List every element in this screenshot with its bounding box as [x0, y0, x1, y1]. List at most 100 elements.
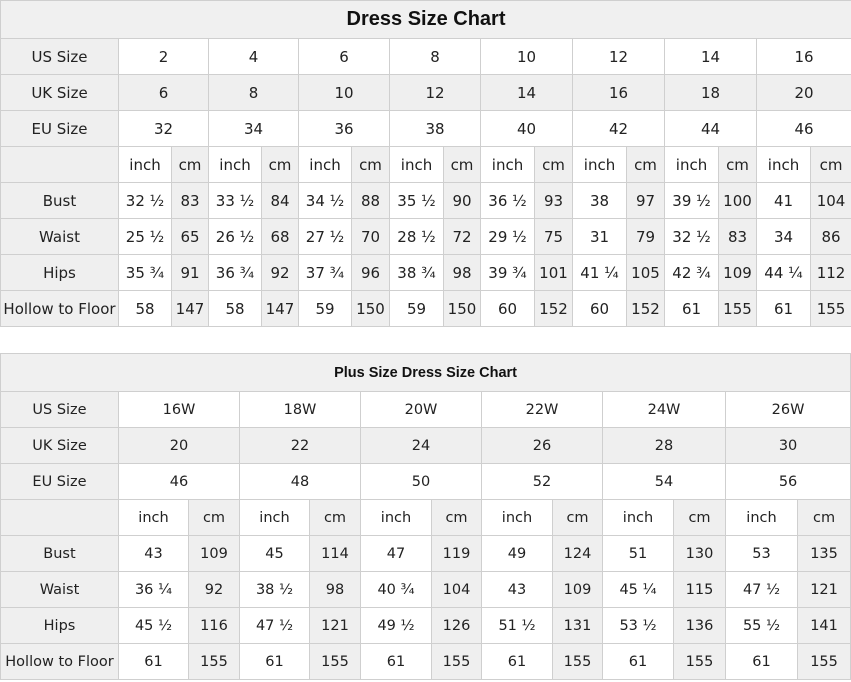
cm-value: 96 [351, 254, 390, 291]
inch-value: 60 [572, 290, 627, 327]
cm-value: 91 [171, 254, 209, 291]
eu-size-cell: 46 [118, 463, 240, 500]
row-label: UK Size [0, 427, 119, 464]
unit-cm-header: cm [188, 499, 240, 536]
measurement-row: Hollow to Floor 61 155 61 155 61 155 61 155 61 155… [0, 643, 851, 680]
inch-value: 38 [572, 182, 627, 219]
plus-size-dress-size-chart-table: Plus Size Dress Size Chart US Size 16W 18W 2… [0, 353, 851, 680]
row-label: Hollow to Floor [0, 643, 119, 680]
inch-value: 25 ½ [118, 218, 172, 255]
cm-value: 93 [534, 182, 573, 219]
inch-value: 41 ¼ [572, 254, 627, 291]
cm-value: 150 [351, 290, 390, 327]
row-label: US Size [0, 391, 119, 428]
inch-value: 41 [756, 182, 811, 219]
row-label: EU Size [0, 110, 119, 147]
inch-value: 28 ½ [389, 218, 444, 255]
unit-inch-header: inch [239, 499, 310, 536]
cm-value: 98 [443, 254, 481, 291]
cm-value: 152 [626, 290, 665, 327]
unit-cm-header: cm [673, 499, 726, 536]
eu-size-cell: 52 [481, 463, 603, 500]
inch-value: 34 ½ [298, 182, 352, 219]
eu-size-row: EU Size 46 48 50 52 54 56 [0, 463, 851, 500]
us-size-row: US Size 2 4 6 8 10 12 14 16 [0, 38, 851, 75]
inch-value: 32 ½ [118, 182, 172, 219]
unit-inch-header: inch [572, 146, 627, 183]
uk-size-cell: 10 [298, 74, 390, 111]
uk-size-row: UK Size 20 22 24 26 28 30 [0, 427, 851, 464]
inch-value: 37 ¾ [298, 254, 352, 291]
inch-value: 53 [725, 535, 798, 572]
cm-value: 155 [796, 643, 851, 680]
inch-value: 40 ¾ [360, 571, 432, 608]
cm-value: 155 [188, 643, 240, 680]
us-size-cell: 24W [602, 391, 726, 428]
cm-value: 104 [431, 571, 482, 608]
cm-value: 115 [673, 571, 726, 608]
inch-value: 51 ½ [481, 607, 553, 644]
cm-value: 155 [431, 643, 482, 680]
cm-value: 92 [261, 254, 299, 291]
title-row: Dress Size Chart [0, 0, 851, 39]
cm-value: 121 [309, 607, 361, 644]
unit-cm-header: cm [261, 146, 299, 183]
cm-value: 147 [261, 290, 299, 327]
eu-size-cell: 48 [239, 463, 361, 500]
inch-value: 49 ½ [360, 607, 432, 644]
row-label-empty [0, 146, 119, 183]
eu-size-cell: 40 [480, 110, 573, 147]
cm-value: 79 [626, 218, 665, 255]
table-title: Dress Size Chart [0, 0, 851, 39]
uk-size-row: UK Size 6 8 10 12 14 16 18 20 [0, 74, 851, 111]
cm-value: 130 [673, 535, 726, 572]
eu-size-cell: 34 [208, 110, 299, 147]
eu-size-cell: 44 [664, 110, 757, 147]
inch-value: 58 [118, 290, 172, 327]
measurement-row: Hips 45 ½ 116 47 ½ 121 49 ½ 126 51 ½ 131 53 ½ 136 5… [0, 607, 851, 644]
measurement-row: Bust 32 ½ 83 33 ½ 84 34 ½ 88 35 ½ 90 36 ½ 93 38 97 39… [0, 182, 851, 219]
row-label: Bust [0, 535, 119, 572]
uk-size-cell: 16 [572, 74, 665, 111]
inch-value: 29 ½ [480, 218, 535, 255]
uk-size-cell: 8 [208, 74, 299, 111]
inch-value: 60 [480, 290, 535, 327]
cm-value: 109 [718, 254, 757, 291]
cm-value: 112 [809, 254, 851, 291]
unit-inch-header: inch [756, 146, 811, 183]
row-label: Hollow to Floor [0, 290, 119, 327]
unit-cm-header: cm [626, 146, 665, 183]
inch-value: 43 [481, 571, 553, 608]
measurement-row: Hollow to Floor 58 147 58 147 59 150 59 150 60 152… [0, 290, 851, 327]
cm-value: 124 [552, 535, 603, 572]
us-size-cell: 10 [480, 38, 573, 75]
unit-inch-header: inch [208, 146, 262, 183]
eu-size-cell: 50 [360, 463, 482, 500]
inch-value: 38 ½ [239, 571, 310, 608]
inch-value: 61 [239, 643, 310, 680]
row-label: Hips [0, 607, 119, 644]
inch-value: 61 [756, 290, 811, 327]
cm-value: 109 [188, 535, 240, 572]
inch-value: 26 ½ [208, 218, 262, 255]
row-label: Waist [0, 218, 119, 255]
inch-value: 61 [664, 290, 719, 327]
eu-size-cell: 54 [602, 463, 726, 500]
unit-inch-header: inch [360, 499, 432, 536]
unit-cm-header: cm [431, 499, 482, 536]
inch-value: 49 [481, 535, 553, 572]
cm-value: 155 [718, 290, 757, 327]
us-size-cell: 6 [298, 38, 390, 75]
unit-row: inch cm inch cm inch cm inch cm inch cm inch cm inch… [0, 146, 851, 183]
eu-size-cell: 46 [755, 110, 851, 147]
cm-value: 72 [443, 218, 481, 255]
uk-size-cell: 14 [480, 74, 573, 111]
us-size-cell: 16W [118, 391, 240, 428]
row-label: Bust [0, 182, 119, 219]
inch-value: 61 [118, 643, 189, 680]
inch-value: 59 [389, 290, 444, 327]
cm-value: 70 [351, 218, 390, 255]
unit-cm-header: cm [796, 499, 851, 536]
eu-size-cell: 36 [298, 110, 390, 147]
